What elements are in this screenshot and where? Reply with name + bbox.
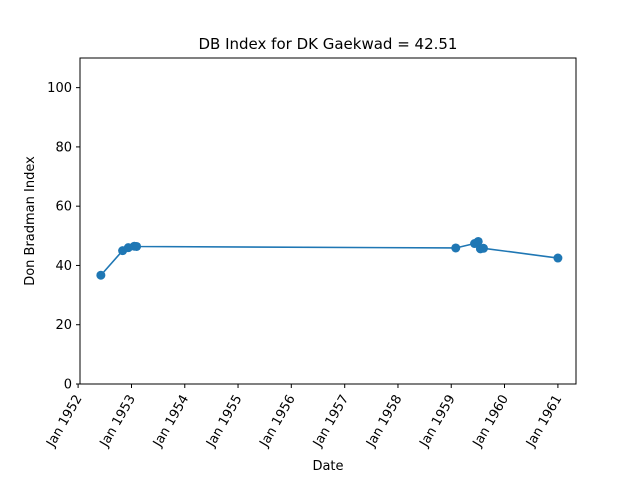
y-axis-label: Don Bradman Index — [23, 156, 38, 286]
data-point — [96, 270, 106, 280]
data-point — [478, 243, 488, 253]
y-axis: 0 20 40 60 80 100 — [47, 81, 80, 393]
y-tick-label: 40 — [55, 259, 72, 274]
plot-frame — [79, 57, 577, 385]
data-point — [132, 241, 142, 251]
data-point — [473, 236, 483, 246]
plot-area — [96, 236, 563, 280]
data-point — [553, 253, 563, 263]
y-tick-label: 20 — [55, 318, 72, 333]
data-point — [451, 243, 461, 253]
y-tick-label: 100 — [47, 81, 72, 96]
chart-title: DB Index for DK Gaekwad = 42.51 — [199, 35, 458, 53]
y-tick-label: 0 — [64, 378, 72, 393]
x-axis-label: Date — [312, 459, 343, 474]
y-tick-label: 80 — [55, 140, 72, 155]
y-tick-label: 60 — [55, 200, 72, 215]
